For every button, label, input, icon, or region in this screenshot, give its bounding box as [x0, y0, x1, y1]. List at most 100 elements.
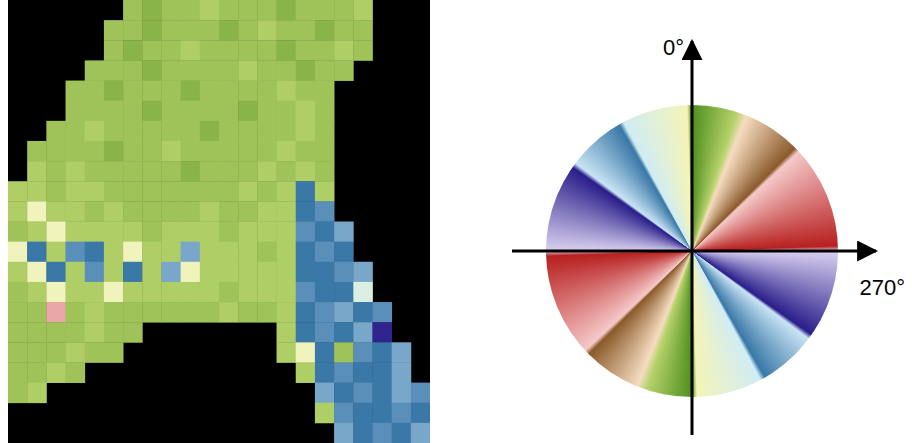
- cell: [181, 242, 201, 263]
- cell: [66, 222, 86, 243]
- cell: [123, 141, 143, 162]
- cell: [181, 181, 201, 202]
- cell: [334, 423, 354, 443]
- cell: [142, 181, 162, 202]
- cell: [8, 302, 28, 323]
- cell: [104, 121, 124, 142]
- cell: [296, 60, 316, 81]
- figure: 0°270°: [0, 0, 912, 443]
- cell: [238, 242, 258, 263]
- cell: [315, 121, 335, 142]
- cell: [277, 242, 297, 263]
- cell: [8, 342, 28, 363]
- cell: [219, 302, 239, 323]
- cell: [104, 60, 124, 81]
- cell: [66, 141, 86, 162]
- cell: [85, 242, 105, 263]
- cell: [104, 20, 124, 41]
- cell: [238, 302, 258, 323]
- cell: [8, 322, 28, 343]
- cell: [104, 242, 124, 263]
- cell: [200, 242, 220, 263]
- canvas: 0°270°: [0, 0, 912, 443]
- cell: [66, 262, 86, 283]
- cell: [46, 262, 66, 283]
- cell: [66, 161, 86, 182]
- cell: [142, 242, 162, 263]
- cell: [200, 141, 220, 162]
- cell: [85, 342, 105, 363]
- cell: [8, 222, 28, 243]
- cell: [104, 181, 124, 202]
- cell: [66, 322, 86, 343]
- cell: [161, 201, 181, 222]
- cell: [142, 222, 162, 243]
- cell: [8, 242, 28, 263]
- cell: [181, 121, 201, 142]
- cells: [8, 0, 430, 443]
- cell: [296, 101, 316, 122]
- cell: [334, 242, 354, 263]
- tick-label: 270°: [859, 275, 905, 300]
- cell: [257, 302, 277, 323]
- cell: [27, 322, 47, 343]
- cell: [277, 0, 297, 21]
- cell: [238, 101, 258, 122]
- cell: [334, 222, 354, 243]
- cell: [257, 81, 277, 102]
- cell: [296, 262, 316, 283]
- cell: [315, 40, 335, 61]
- cell: [85, 121, 105, 142]
- cell: [181, 101, 201, 122]
- cell: [85, 101, 105, 122]
- cell: [181, 262, 201, 283]
- cell: [277, 181, 297, 202]
- cell: [123, 222, 143, 243]
- axis-arrow: [691, 41, 694, 435]
- cell: [257, 201, 277, 222]
- cell: [85, 322, 105, 343]
- cell: [238, 121, 258, 142]
- cell: [46, 362, 66, 383]
- cell: [315, 242, 335, 263]
- cell: [66, 342, 86, 363]
- cell: [200, 302, 220, 323]
- cell: [142, 60, 162, 81]
- cell: [392, 383, 412, 404]
- cell: [161, 302, 181, 323]
- cell: [46, 342, 66, 363]
- cell: [181, 161, 201, 182]
- cell: [353, 302, 373, 323]
- cell: [46, 242, 66, 263]
- cell: [161, 141, 181, 162]
- cell: [238, 181, 258, 202]
- cell: [296, 161, 316, 182]
- cell: [353, 423, 373, 443]
- cell: [200, 222, 220, 243]
- cell: [219, 20, 239, 41]
- cell: [353, 262, 373, 283]
- cell: [257, 121, 277, 142]
- cell: [27, 242, 47, 263]
- cell: [334, 0, 354, 21]
- cell: [353, 20, 373, 41]
- cell: [46, 282, 66, 303]
- cell: [238, 222, 258, 243]
- cell: [123, 81, 143, 102]
- cell: [277, 262, 297, 283]
- cell: [219, 121, 239, 142]
- cell: [123, 121, 143, 142]
- cell: [296, 121, 316, 142]
- cell: [334, 403, 354, 424]
- cell: [392, 362, 412, 383]
- cell: [372, 362, 392, 383]
- cell: [315, 342, 335, 363]
- cell: [27, 222, 47, 243]
- cell: [123, 60, 143, 81]
- cell: [353, 342, 373, 363]
- cell: [353, 362, 373, 383]
- cell: [66, 81, 86, 102]
- cell: [372, 403, 392, 424]
- cell: [142, 20, 162, 41]
- cell: [200, 201, 220, 222]
